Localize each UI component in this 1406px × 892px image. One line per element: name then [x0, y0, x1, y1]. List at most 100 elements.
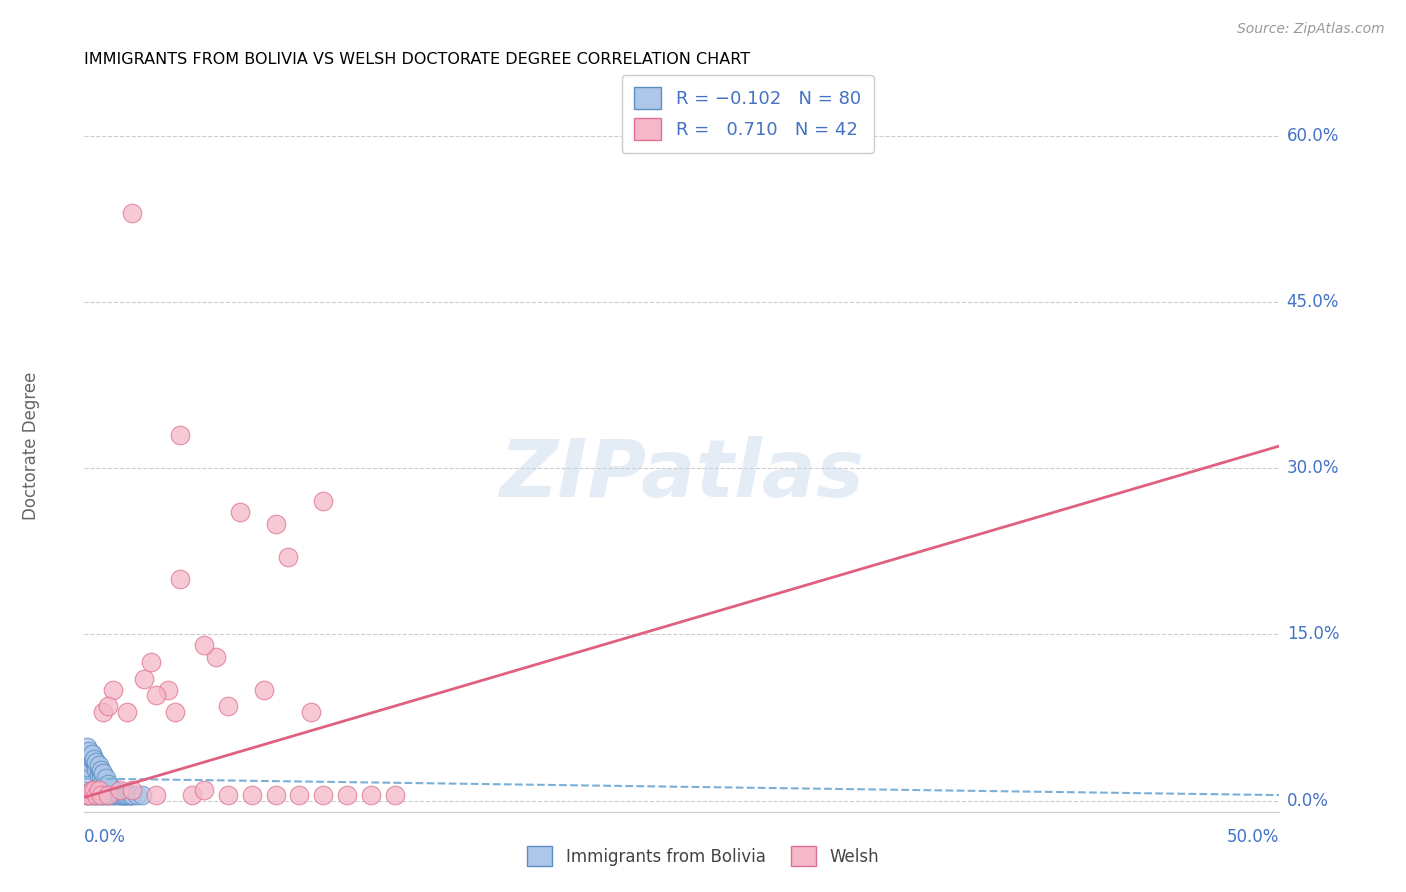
Point — [264, 516, 287, 531]
Point — [87, 782, 110, 797]
Legend: Immigrants from Bolivia, Welsh: Immigrants from Bolivia, Welsh — [520, 839, 886, 873]
Point — [121, 788, 143, 802]
Point — [87, 788, 110, 802]
Point — [80, 747, 103, 761]
Point — [193, 782, 215, 797]
Text: 50.0%: 50.0% — [1227, 829, 1279, 847]
Point — [107, 785, 129, 799]
Point — [83, 788, 105, 802]
Point — [93, 705, 115, 719]
Point — [80, 788, 103, 802]
Point — [83, 785, 105, 799]
Point — [93, 766, 115, 780]
Point — [93, 785, 115, 799]
Point — [125, 788, 148, 802]
Point — [169, 572, 191, 586]
Point — [83, 782, 105, 797]
Point — [87, 758, 110, 772]
Point — [97, 782, 120, 797]
Point — [101, 785, 124, 799]
Point — [76, 788, 98, 802]
Point — [100, 780, 122, 795]
Point — [77, 744, 100, 758]
Point — [86, 785, 108, 799]
Point — [100, 788, 122, 802]
Point — [121, 206, 143, 220]
Point — [94, 788, 117, 802]
Point — [80, 785, 103, 799]
Point — [87, 782, 110, 797]
Point — [90, 766, 112, 780]
Point — [90, 788, 112, 802]
Point — [76, 766, 98, 780]
Point — [118, 788, 141, 802]
Point — [117, 788, 139, 802]
Text: 0.0%: 0.0% — [1286, 791, 1329, 810]
Point — [93, 782, 115, 797]
Point — [77, 788, 100, 802]
Point — [83, 751, 105, 765]
Point — [288, 788, 311, 802]
Point — [229, 506, 252, 520]
Point — [117, 788, 139, 802]
Point — [77, 749, 100, 764]
Point — [87, 769, 110, 783]
Text: ZIPatlas: ZIPatlas — [499, 436, 865, 515]
Point — [301, 705, 323, 719]
Point — [77, 788, 100, 802]
Point — [277, 549, 299, 564]
Point — [77, 785, 100, 799]
Point — [86, 782, 108, 797]
Point — [80, 782, 103, 797]
Point — [101, 788, 124, 802]
Text: 60.0%: 60.0% — [1286, 127, 1339, 145]
Point — [253, 682, 276, 697]
Point — [157, 682, 180, 697]
Point — [312, 788, 335, 802]
Point — [117, 705, 139, 719]
Point — [240, 788, 263, 802]
Point — [169, 428, 191, 442]
Text: IMMIGRANTS FROM BOLIVIA VS WELSH DOCTORATE DEGREE CORRELATION CHART: IMMIGRANTS FROM BOLIVIA VS WELSH DOCTORA… — [84, 52, 751, 67]
Point — [104, 785, 127, 799]
Point — [77, 755, 100, 769]
Point — [86, 758, 108, 772]
Point — [86, 755, 108, 769]
Point — [384, 788, 406, 802]
Point — [86, 788, 108, 802]
Point — [80, 782, 103, 797]
Point — [90, 785, 112, 799]
Point — [104, 785, 127, 799]
Point — [181, 788, 204, 802]
Point — [121, 788, 143, 802]
Point — [90, 782, 112, 797]
Point — [86, 788, 108, 802]
Point — [97, 777, 120, 791]
Point — [97, 699, 120, 714]
Point — [83, 751, 105, 765]
Point — [97, 777, 120, 791]
Point — [111, 788, 134, 802]
Point — [90, 763, 112, 777]
Point — [111, 788, 134, 802]
Point — [110, 785, 132, 799]
Point — [101, 682, 124, 697]
Point — [165, 705, 187, 719]
Point — [110, 788, 132, 802]
Point — [217, 699, 239, 714]
Point — [97, 788, 120, 802]
Text: 0.0%: 0.0% — [84, 829, 127, 847]
Point — [80, 747, 103, 761]
Point — [114, 788, 136, 802]
Point — [312, 494, 335, 508]
Point — [141, 655, 163, 669]
Point — [107, 788, 129, 802]
Point — [264, 788, 287, 802]
Point — [83, 755, 105, 769]
Point — [93, 788, 115, 802]
Point — [94, 777, 117, 791]
Point — [118, 788, 141, 802]
Text: Source: ZipAtlas.com: Source: ZipAtlas.com — [1237, 22, 1385, 37]
Point — [110, 788, 132, 802]
Point — [217, 788, 239, 802]
